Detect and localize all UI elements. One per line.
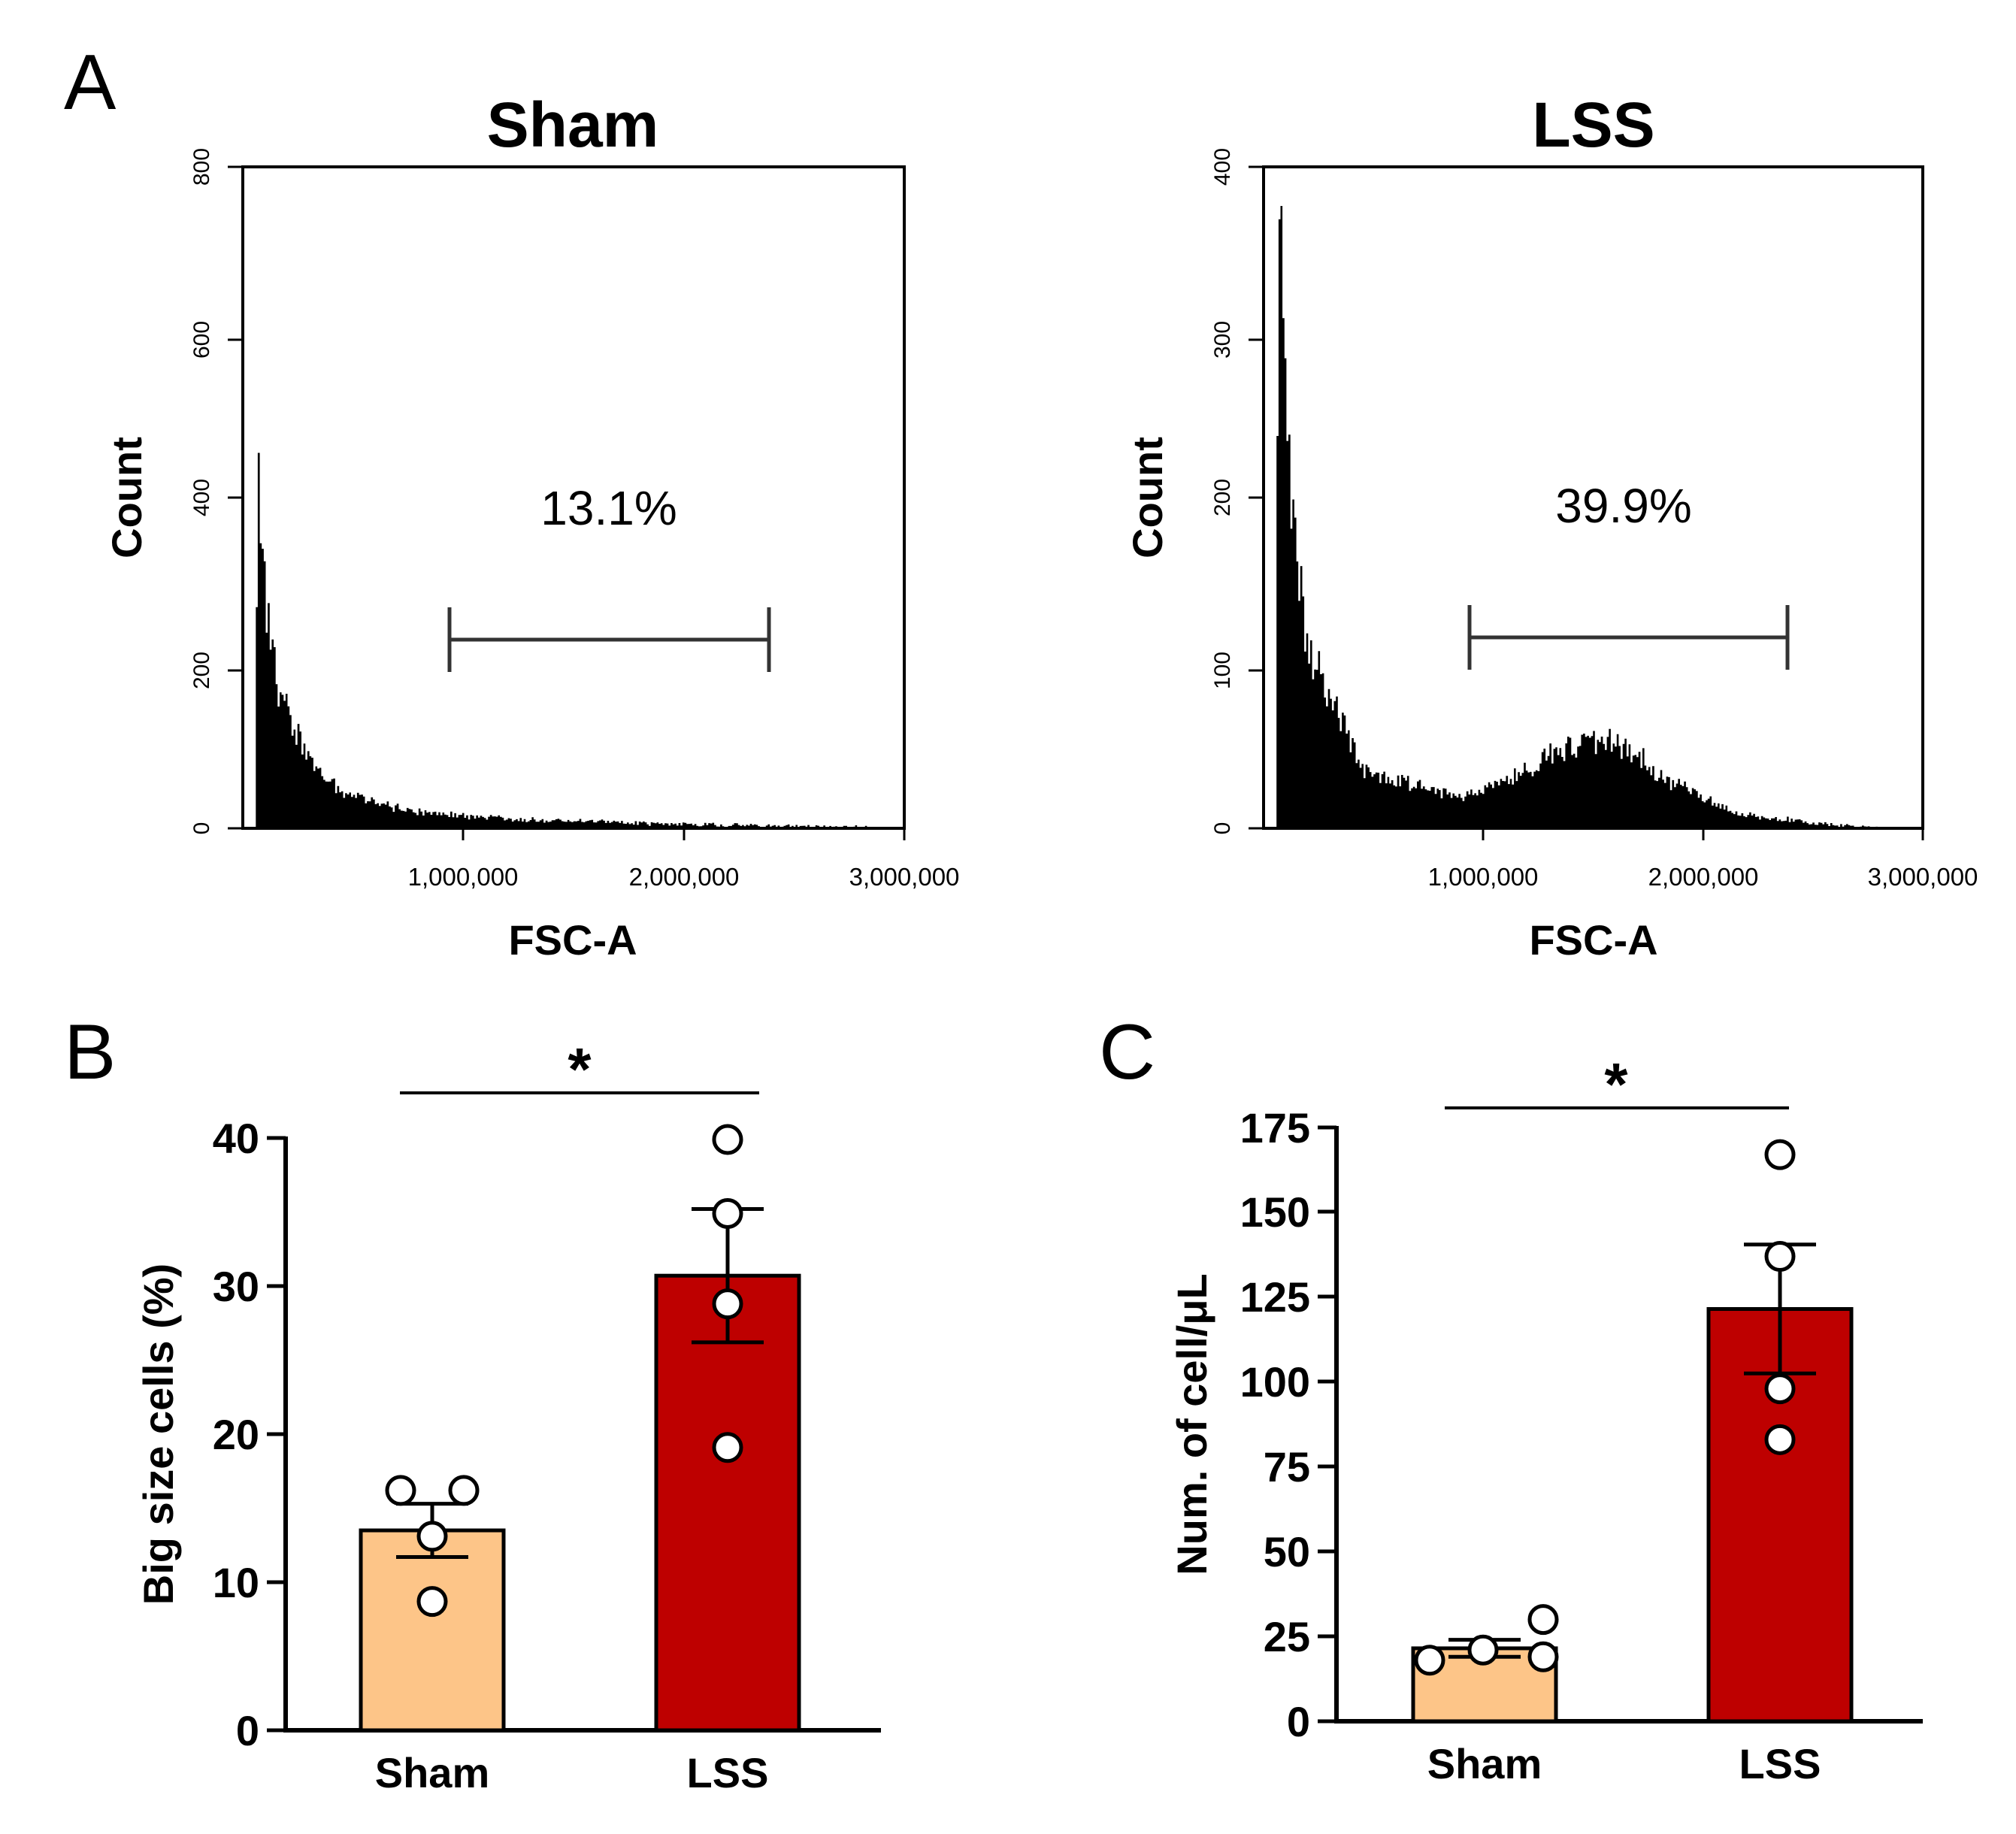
histogram-lss-ytick-label: 0 xyxy=(1210,822,1235,835)
histogram-lss-area xyxy=(1274,206,1879,828)
data-points-c-sham xyxy=(1414,1604,1559,1676)
histogram-lss-xtick-label: 2,000,000 xyxy=(1648,863,1759,891)
data-point xyxy=(416,1586,448,1618)
histogram-lss-title: LSS xyxy=(1532,89,1654,160)
data-point xyxy=(416,1521,448,1552)
data-point xyxy=(1414,1645,1445,1676)
data-point xyxy=(385,1475,416,1506)
histogram-lss-yticks: 0 100 200 300 400 xyxy=(1210,148,1264,834)
bar-chart-b-significance-star: * xyxy=(568,1036,592,1103)
histogram-lss-xlabel: FSC-A xyxy=(1529,916,1657,964)
data-points-c-lss xyxy=(1764,1139,1796,1455)
bar-chart-c-ytick-label: 75 xyxy=(1264,1443,1310,1491)
histogram-lss-gate-label: 39.9% xyxy=(1555,479,1691,533)
histogram-sham-xlabel: FSC-A xyxy=(508,916,637,964)
data-point xyxy=(1764,1373,1796,1405)
bar-chart-c-ytick-label: 100 xyxy=(1240,1358,1310,1406)
histogram-sham-area xyxy=(253,452,882,828)
panel-label-c: C xyxy=(1099,1009,1155,1096)
bar-chart-c-ytick-label: 50 xyxy=(1264,1528,1310,1575)
data-point xyxy=(712,1432,743,1463)
histogram-sham-xtick-label: 1,000,000 xyxy=(408,863,519,891)
histogram-sham-ytick-label: 200 xyxy=(189,652,214,689)
bar-chart-b-xtick-sham: Sham xyxy=(375,1749,490,1796)
histogram-sham-title: Sham xyxy=(487,89,659,160)
bar-chart-b-ytick-label: 10 xyxy=(213,1559,259,1606)
bar-chart-b: 0 10 20 30 40 Big size cells (%) Sham LS… xyxy=(135,1036,881,1796)
bar-chart-c-ytick-label: 25 xyxy=(1264,1613,1310,1660)
bar-chart-c-yticks: 0 25 50 75 100 125 150 175 xyxy=(1240,1104,1336,1745)
bar-chart-b-ylabel: Big size cells (%) xyxy=(135,1264,182,1605)
data-points-b-lss xyxy=(712,1124,743,1463)
bar-chart-c-xtick-sham: Sham xyxy=(1427,1740,1542,1787)
histogram-sham-ytick-label: 800 xyxy=(189,148,214,186)
histogram-lss-xticks: 1,000,000 2,000,000 3,000,000 xyxy=(1428,828,1978,891)
histogram-sham-xtick-label: 3,000,000 xyxy=(849,863,960,891)
data-point xyxy=(1527,1641,1559,1672)
histogram-sham-xticks: 1,000,000 2,000,000 3,000,000 xyxy=(408,828,960,891)
histogram-lss-ytick-label: 200 xyxy=(1210,479,1235,516)
panel-label-b: B xyxy=(64,1009,116,1096)
histogram-sham-yticks: 0 200 400 600 800 xyxy=(189,148,243,834)
data-point xyxy=(712,1197,743,1229)
histogram-lss-ytick-label: 300 xyxy=(1210,321,1235,359)
histogram-sham: Sham 0 200 400 600 800 1,000,000 2,000,0… xyxy=(103,89,959,964)
bar-chart-c-ytick-label: 175 xyxy=(1240,1104,1310,1152)
data-point xyxy=(712,1124,743,1155)
bar-chart-c-ytick-label: 0 xyxy=(1287,1698,1310,1745)
bar-chart-b-ytick-label: 20 xyxy=(213,1411,259,1458)
histogram-lss: LSS 0 100 200 300 400 1,000,000 2,000,00… xyxy=(1124,89,1978,964)
histogram-lss-gate xyxy=(1467,605,1790,670)
data-point xyxy=(448,1475,480,1506)
bar-chart-b-yticks: 0 10 20 30 40 xyxy=(213,1115,286,1754)
bar-chart-b-ytick-label: 30 xyxy=(213,1263,259,1310)
data-points-b-sham xyxy=(385,1475,480,1618)
histogram-sham-ytick-label: 400 xyxy=(189,479,214,516)
histogram-lss-ytick-label: 100 xyxy=(1210,652,1235,689)
histogram-lss-xtick-label: 1,000,000 xyxy=(1428,863,1539,891)
bar-chart-b-xtick-lss: LSS xyxy=(687,1749,769,1796)
histogram-sham-ylabel: Count xyxy=(103,437,150,558)
histogram-sham-ytick-label: 0 xyxy=(189,822,214,835)
bar-chart-c: 0 25 50 75 100 125 150 175 Num. of cell/… xyxy=(1168,1051,1923,1787)
bar-chart-c-significance-star: * xyxy=(1604,1051,1628,1118)
bar-chart-c-ylabel: Num. of cell/μL xyxy=(1168,1273,1215,1575)
histogram-sham-gate xyxy=(447,607,771,672)
data-point xyxy=(1764,1424,1796,1455)
data-point xyxy=(1764,1139,1796,1170)
data-point xyxy=(1467,1634,1499,1666)
histogram-lss-ylabel: Count xyxy=(1124,437,1171,558)
histogram-lss-xtick-label: 3,000,000 xyxy=(1868,863,1978,891)
histogram-sham-ytick-label: 600 xyxy=(189,321,214,359)
data-point xyxy=(1764,1241,1796,1273)
data-point xyxy=(712,1288,743,1320)
panel-label-a: A xyxy=(64,39,117,126)
bar-chart-c-xtick-lss: LSS xyxy=(1739,1740,1821,1787)
histogram-sham-xtick-label: 2,000,000 xyxy=(629,863,740,891)
bar-b-sham xyxy=(359,1528,506,1733)
bar-chart-b-ytick-label: 40 xyxy=(213,1115,259,1162)
bar-chart-c-ytick-label: 125 xyxy=(1240,1273,1310,1321)
data-point xyxy=(1527,1604,1559,1636)
bar-b-lss xyxy=(654,1273,801,1733)
histogram-lss-ytick-label: 400 xyxy=(1210,148,1235,186)
histogram-sham-gate-label: 13.1% xyxy=(540,481,677,535)
bar-chart-b-ytick-label: 0 xyxy=(236,1707,259,1754)
bar-chart-c-ytick-label: 150 xyxy=(1240,1188,1310,1236)
